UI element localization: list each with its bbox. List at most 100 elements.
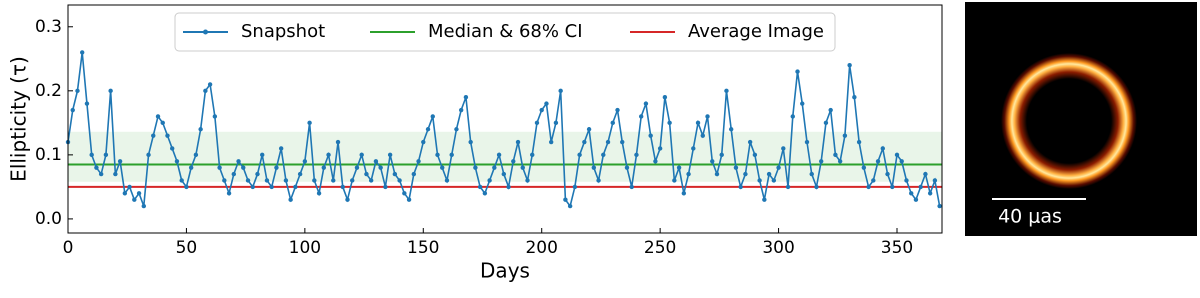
y-tick-label: 0.0 [35,209,62,229]
legend-label: Average Image [688,21,824,42]
series-marker [548,139,554,145]
series-marker [454,127,459,132]
series-marker [667,120,672,126]
series-marker [278,146,284,151]
series-marker [601,152,606,158]
series-marker [89,152,94,158]
series-marker [151,133,156,138]
series-marker [188,165,194,170]
series-marker [871,178,876,183]
series-marker [345,197,350,202]
series-marker [70,107,75,113]
series-marker [861,165,867,170]
series-marker [847,63,852,68]
series-marker [402,191,407,196]
series-marker [392,171,398,177]
series-marker [198,127,203,132]
x-axis-label: Days [480,259,530,283]
series-marker [141,203,146,209]
series-marker [222,178,227,183]
series-marker [103,152,109,158]
series-marker [364,171,369,177]
series-marker [113,171,118,177]
series-marker [515,139,521,145]
series-marker [710,159,715,164]
series-marker [127,184,132,190]
series-marker [913,197,919,202]
series-marker [657,146,663,151]
series-marker [856,139,862,145]
series-marker [643,101,649,106]
series-marker [795,69,800,74]
series-marker [837,159,843,164]
series-marker [520,165,525,170]
series-marker [676,165,682,170]
series-marker [875,159,881,164]
series-marker [302,159,308,164]
series-marker [894,152,900,158]
series-marker [321,165,327,170]
legend-marker [203,29,208,35]
series-marker [785,184,791,190]
series-marker [435,152,440,158]
series-marker [719,152,724,158]
series-marker [544,101,549,106]
series-marker [866,184,871,190]
plot: 0.0 0.1 0.2 0.3 0 50 100 150 200 250 300 350 Snapsho… [35,4,943,258]
series-marker [582,139,587,145]
series-marker [790,114,795,119]
series-marker [340,184,345,190]
series-marker [255,171,260,177]
series-marker [378,165,383,170]
legend: Snapshot Median & 68% CI Average Image [174,12,836,52]
series-marker [449,152,454,158]
series-marker [691,146,696,151]
series-marker [80,50,85,55]
series-marker [132,197,137,202]
series-marker [890,184,895,190]
series-marker [293,184,298,190]
series-marker [231,171,236,177]
series-marker [809,171,814,177]
series-marker [918,184,923,190]
series-marker [425,127,431,132]
series-marker [155,114,161,119]
series-marker [264,178,270,183]
series-marker [184,184,189,190]
series-marker [852,95,857,100]
series-marker [487,178,492,183]
series-marker [771,178,777,183]
series-marker [288,197,293,202]
series-marker [776,165,781,170]
series-marker [752,152,758,158]
series-marker [75,88,80,94]
series-marker [653,159,658,164]
series-marker [586,127,592,132]
series-marker [274,165,279,170]
series-marker [440,165,445,170]
series-marker [170,146,175,151]
series-marker [217,165,222,170]
series-marker [629,184,634,190]
series-marker [525,178,530,183]
series-marker [260,152,265,158]
series-marker [354,165,360,170]
series-marker [350,178,355,183]
series-marker [458,107,464,113]
series-marker [501,171,507,177]
series-marker [909,191,914,196]
series-marker [672,178,677,183]
series-marker [904,178,909,183]
series-marker [577,152,582,158]
series-marker [359,152,364,158]
series-marker [207,82,213,87]
x-tick-label: 250 [644,238,676,258]
series-marker [117,159,123,164]
series-marker [326,152,331,158]
series-marker [880,146,885,151]
series-marker [94,165,99,170]
series-marker [842,133,848,138]
series-marker [596,178,601,183]
series-marker [136,191,142,196]
series-marker [572,184,578,190]
